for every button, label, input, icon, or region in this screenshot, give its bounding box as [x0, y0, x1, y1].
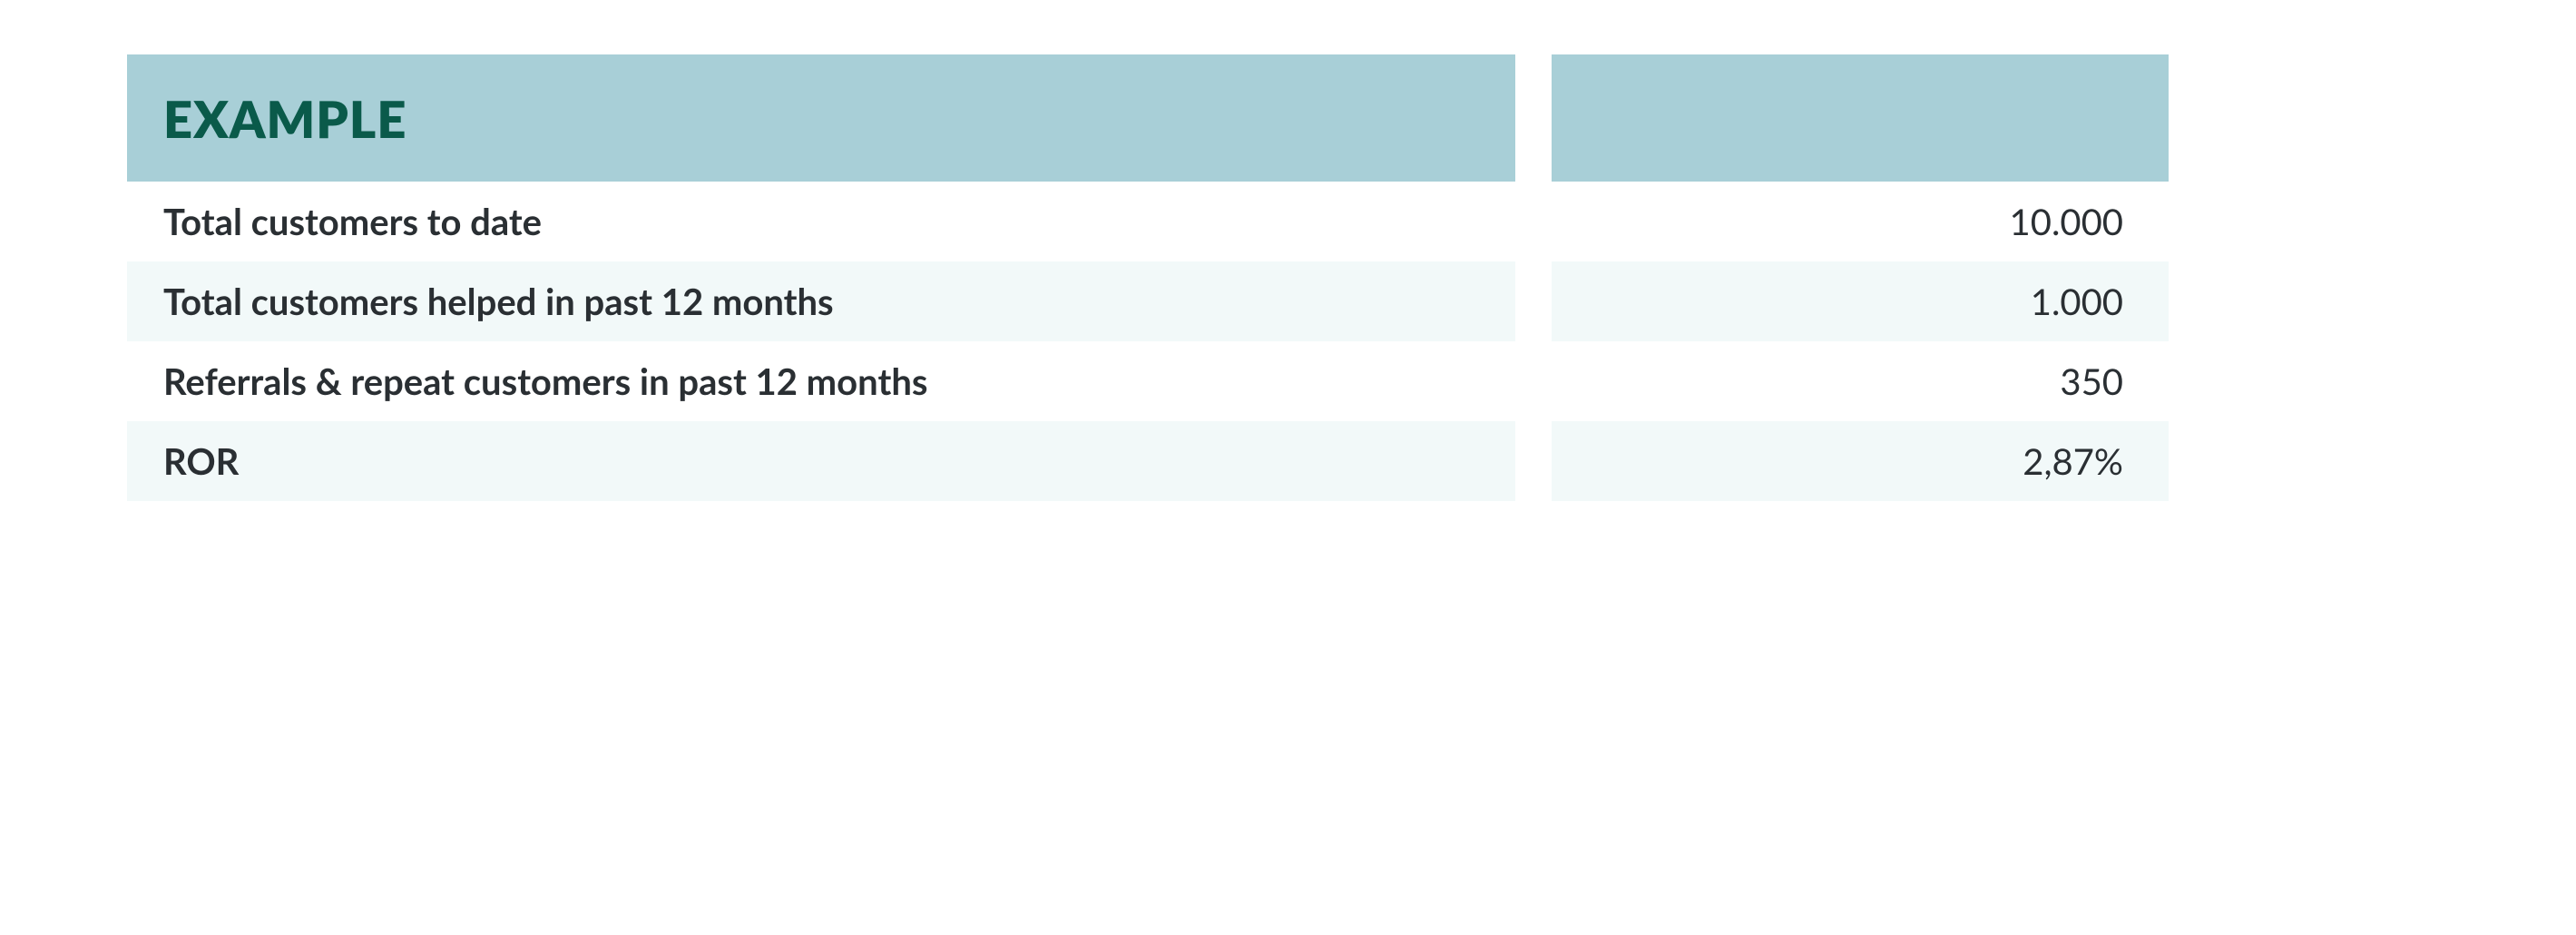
table-row: ROR 2,87% [127, 421, 2449, 501]
table-row: Total customers helped in past 12 months… [127, 261, 2449, 341]
table-label-cell: ROR [127, 421, 1515, 501]
table-header-label-cell: EXAMPLE [127, 54, 1515, 182]
row-label: Total customers helped in past 12 months [163, 280, 834, 323]
table-label-cell: Total customers to date [127, 182, 1515, 261]
table-label-cell: Referrals & repeat customers in past 12 … [127, 341, 1515, 421]
row-label: ROR [163, 439, 239, 483]
row-label: Total customers to date [163, 200, 542, 243]
table-value-cell: 10.000 [1552, 182, 2169, 261]
table-row: Referrals & repeat customers in past 12 … [127, 341, 2449, 421]
table-row: Total customers to date 10.000 [127, 182, 2449, 261]
table-header-value-cell [1552, 54, 2169, 182]
row-value: 10.000 [2010, 200, 2123, 243]
row-label: Referrals & repeat customers in past 12 … [163, 359, 927, 403]
table-header-title: EXAMPLE [163, 88, 406, 149]
table-value-cell: 350 [1552, 341, 2169, 421]
table-header-row: EXAMPLE [127, 54, 2449, 182]
table-value-cell: 1.000 [1552, 261, 2169, 341]
table-value-cell: 2,87% [1552, 421, 2169, 501]
row-value: 350 [2060, 359, 2123, 403]
table-label-cell: Total customers helped in past 12 months [127, 261, 1515, 341]
row-value: 2,87% [2023, 439, 2123, 483]
example-table: EXAMPLE Total customers to date 10.000 T… [127, 54, 2449, 501]
row-value: 1.000 [2031, 280, 2123, 323]
